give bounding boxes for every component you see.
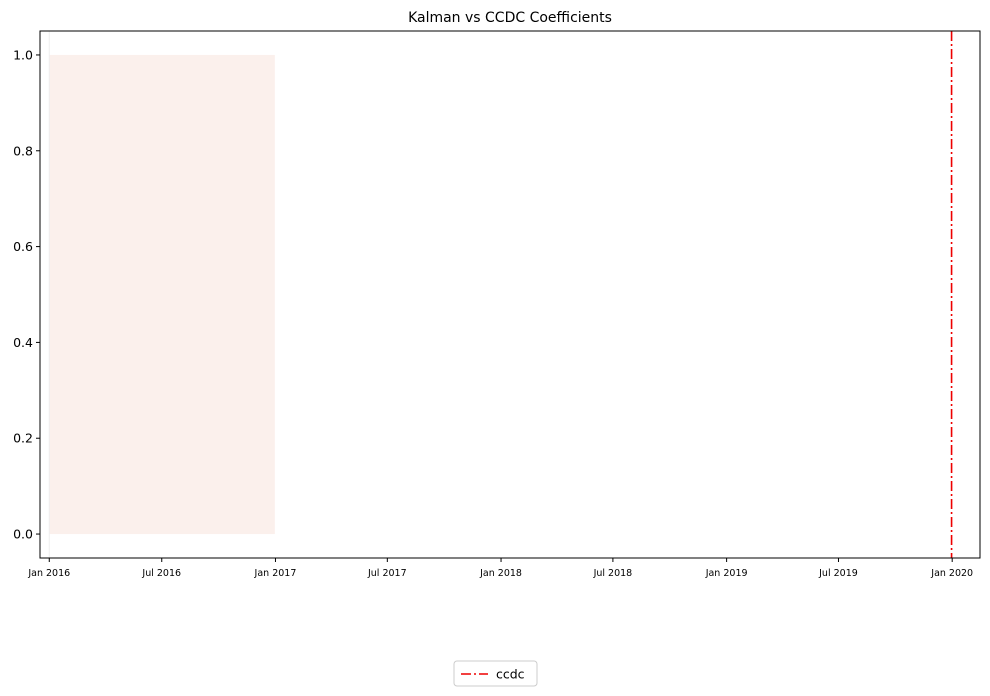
y-tick-label: 0.4	[13, 335, 33, 350]
x-tick-label: Jan 2018	[479, 568, 522, 579]
legend-box	[453, 660, 538, 687]
shaded-region-0	[49, 54, 275, 535]
y-tick-label: 0.0	[13, 527, 33, 542]
x-tick-label: Jul 2016	[141, 568, 181, 579]
chart-title: Kalman vs CCDC Coefficients	[408, 10, 612, 26]
y-tick-label: 0.8	[13, 143, 33, 158]
plot-frame	[39, 30, 981, 559]
x-tick-label: Jan 2019	[705, 568, 748, 579]
y-tick-label: 0.2	[13, 431, 33, 446]
x-axis: Jan 2016 Jul 2016 Jan 2017 Jul 2017 Jan 2018…	[27, 558, 973, 579]
y-axis: 0.0 0.2 0.4 0.6 0.8 1.0	[13, 47, 40, 542]
legend-label-ccdc: ccdc	[496, 667, 525, 682]
x-tick-label: Jan 2020	[930, 568, 973, 579]
x-tick-label: Jul 2018	[593, 568, 633, 579]
plot-area	[39, 30, 981, 559]
x-tick-label: Jul 2017	[367, 568, 407, 579]
x-tick-label: Jul 2019	[818, 568, 858, 579]
vertical-lines	[48, 31, 953, 558]
x-tick-label: Jan 2016	[27, 568, 70, 579]
legend: ccdc	[453, 660, 538, 687]
x-tick-label: Jan 2017	[254, 568, 297, 579]
y-tick-label: 1.0	[13, 47, 33, 62]
shaded-regions	[49, 54, 275, 535]
y-tick-label: 0.6	[13, 239, 33, 254]
